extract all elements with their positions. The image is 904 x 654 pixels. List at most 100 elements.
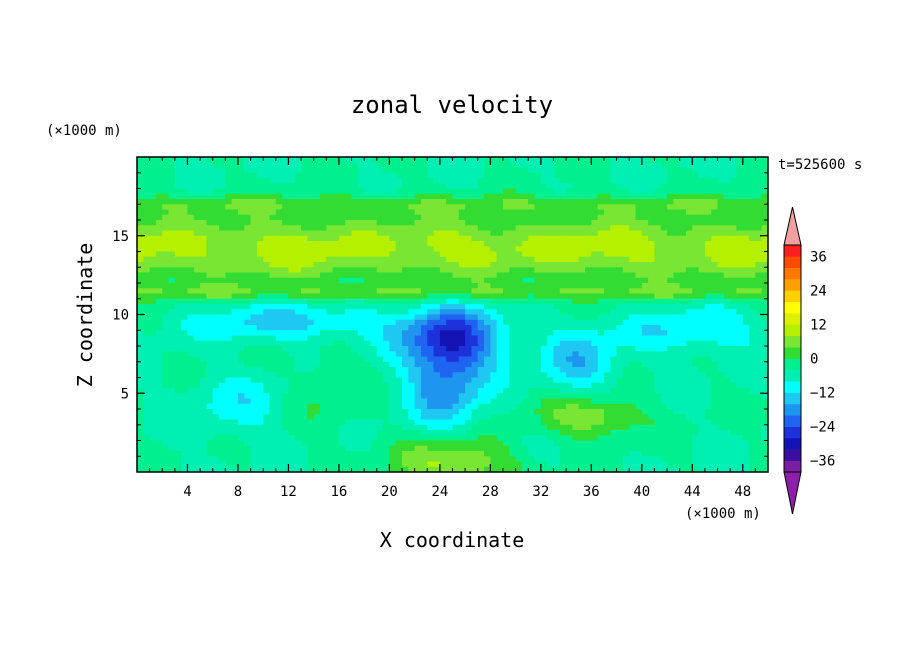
- field-cell: [446, 262, 453, 268]
- field-cell: [749, 172, 756, 179]
- field-cell: [338, 246, 346, 252]
- field-cell: [256, 351, 264, 357]
- field-cell: [471, 288, 479, 294]
- field-cell: [648, 209, 655, 216]
- field-cell: [389, 361, 397, 368]
- field-cell: [263, 409, 270, 415]
- field-cell: [275, 319, 283, 326]
- field-cell: [629, 393, 636, 399]
- field-cell: [521, 262, 529, 268]
- field-cell: [477, 162, 485, 168]
- field-cell: [490, 367, 498, 373]
- field-cell: [610, 382, 617, 389]
- field-cell: [193, 188, 201, 195]
- field-cell: [446, 188, 453, 195]
- field-cell: [275, 398, 283, 405]
- field-cell: [458, 388, 466, 394]
- field-cell: [622, 272, 630, 279]
- field-cell: [219, 277, 226, 284]
- field-cell: [357, 235, 365, 242]
- field-cell: [502, 262, 510, 268]
- field-cell: [420, 225, 428, 231]
- field-cell: [155, 209, 163, 216]
- field-cell: [711, 356, 718, 363]
- field-cell: [288, 178, 296, 184]
- field-cell: [622, 267, 630, 273]
- field-cell: [174, 356, 182, 363]
- field-cell: [490, 393, 498, 399]
- field-cell: [654, 309, 662, 315]
- field-cell: [629, 356, 636, 363]
- field-cell: [402, 377, 409, 384]
- field-cell: [692, 272, 699, 279]
- field-cell: [711, 225, 718, 231]
- field-cell: [755, 398, 763, 405]
- field-cell: [692, 314, 699, 321]
- field-cell: [351, 293, 359, 300]
- field-cell: [313, 167, 321, 174]
- field-cell: [301, 230, 308, 237]
- field-cell: [402, 209, 409, 216]
- field-cell: [540, 314, 548, 321]
- field-cell: [496, 256, 504, 263]
- field-cell: [446, 388, 453, 394]
- field-cell: [723, 409, 731, 415]
- field-cell: [206, 283, 214, 289]
- field-cell: [484, 172, 491, 179]
- field-cell: [370, 199, 378, 205]
- field-cell: [641, 162, 649, 168]
- field-cell: [275, 209, 283, 216]
- field-cell: [168, 256, 176, 263]
- field-cell: [635, 262, 643, 268]
- field-cell: [364, 393, 371, 399]
- field-cell: [200, 193, 207, 200]
- field-cell: [162, 241, 169, 247]
- field-cell: [610, 193, 617, 200]
- field-cell: [181, 314, 188, 321]
- field-cell: [162, 256, 169, 263]
- field-cell: [288, 220, 296, 226]
- field-cell: [730, 319, 737, 326]
- field-cell: [174, 230, 182, 237]
- field-cell: [484, 325, 491, 331]
- field-cell: [439, 199, 447, 205]
- field-cell: [370, 356, 378, 363]
- field-cell: [168, 172, 176, 179]
- field-cell: [635, 267, 643, 273]
- field-cell: [704, 377, 712, 384]
- field-cell: [219, 309, 226, 315]
- field-cell: [288, 267, 296, 273]
- field-cell: [692, 220, 699, 226]
- field-cell: [572, 414, 580, 420]
- field-cell: [414, 382, 422, 389]
- field-cell: [338, 225, 346, 231]
- field-cell: [641, 183, 649, 189]
- field-cell: [578, 398, 586, 405]
- field-cell: [597, 267, 605, 273]
- field-cell: [509, 361, 516, 368]
- field-cell: [521, 283, 529, 289]
- field-cell: [673, 272, 681, 279]
- field-cell: [629, 283, 636, 289]
- field-cell: [256, 251, 264, 258]
- field-cell: [484, 204, 491, 210]
- field-cell: [685, 162, 693, 168]
- field-cell: [256, 157, 264, 163]
- field-cell: [420, 162, 428, 168]
- field-cell: [761, 403, 768, 410]
- field-cell: [465, 204, 472, 210]
- field-cell: [244, 393, 251, 399]
- field-cell: [420, 178, 428, 184]
- field-cell: [237, 214, 245, 221]
- field-cell: [742, 230, 750, 237]
- field-cell: [515, 230, 523, 237]
- field-cell: [553, 319, 561, 326]
- field-cell: [351, 246, 359, 252]
- field-cell: [685, 209, 693, 216]
- field-cell: [414, 288, 422, 294]
- field-cell: [225, 214, 233, 221]
- field-cell: [137, 398, 144, 405]
- field-cell: [395, 330, 403, 336]
- field-cell: [288, 351, 296, 357]
- field-cell: [515, 241, 523, 247]
